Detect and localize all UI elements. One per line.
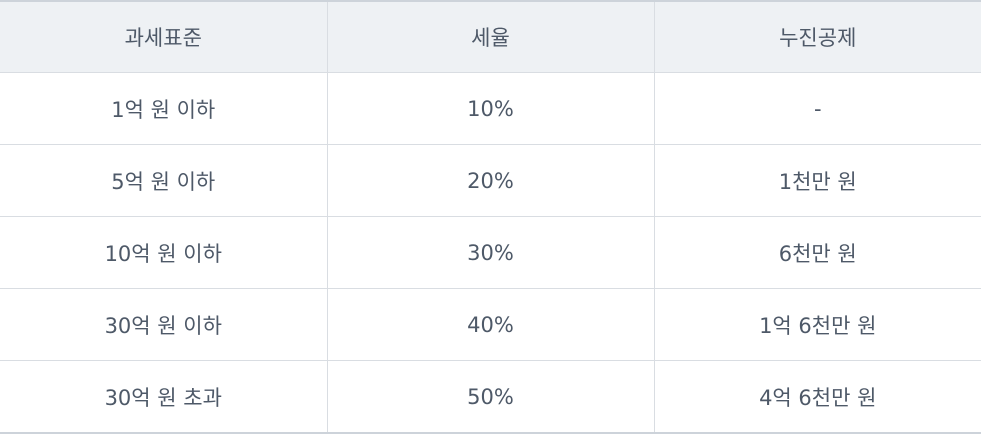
deduction-cell: 4억 6천만 원 (654, 360, 981, 434)
deduction-cell: 1억 6천만 원 (654, 288, 981, 361)
tax-rate-cell: 20% (327, 144, 655, 217)
tax-base-cell: 30억 원 이하 (0, 288, 328, 361)
deduction-cell: 6천만 원 (654, 216, 981, 289)
tax-base-cell: 5억 원 이하 (0, 144, 328, 217)
table-row: 30억 원 이하 40% 1억 6천만 원 (0, 288, 981, 361)
deduction-cell: 1천만 원 (654, 144, 981, 217)
header-tax-rate: 세율 (327, 1, 655, 73)
table-row: 30억 원 초과 50% 4억 6천만 원 (0, 360, 981, 434)
tax-rate-cell: 10% (327, 72, 655, 145)
tax-rate-cell: 30% (327, 216, 655, 289)
table-row: 10억 원 이하 30% 6천만 원 (0, 216, 981, 289)
deduction-cell: - (654, 72, 981, 145)
table-row: 5억 원 이하 20% 1천만 원 (0, 144, 981, 217)
tax-rate-cell: 50% (327, 360, 655, 434)
table-header-row: 과세표준 세율 누진공제 (0, 1, 981, 73)
tax-base-cell: 1억 원 이하 (0, 72, 328, 145)
header-progressive-deduction: 누진공제 (654, 1, 981, 73)
tax-rate-cell: 40% (327, 288, 655, 361)
tax-base-cell: 10억 원 이하 (0, 216, 328, 289)
header-tax-base: 과세표준 (0, 1, 328, 73)
tax-base-cell: 30억 원 초과 (0, 360, 328, 434)
table-row: 1억 원 이하 10% - (0, 72, 981, 145)
